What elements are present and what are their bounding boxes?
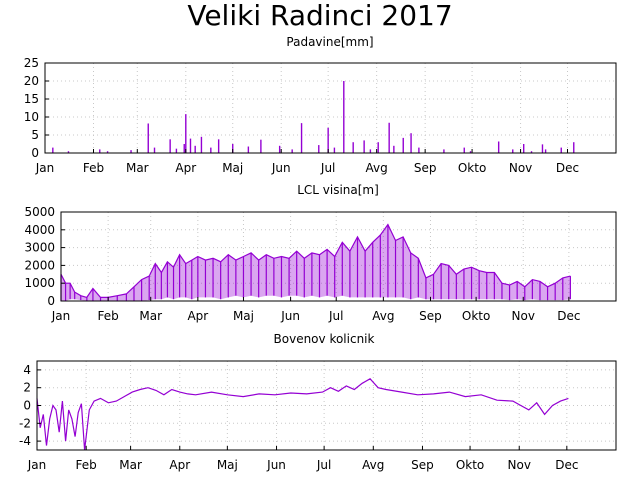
y-ticks-bowen: -4 -2 0 2 4 <box>19 363 41 448</box>
series-line-bowen <box>36 378 569 451</box>
chart-main-title: Veliki Radinci 2017 <box>187 0 453 32</box>
x-tick-label: Mar <box>126 161 149 175</box>
x-tick-label: Nov <box>508 458 531 472</box>
x-tick-label: Jun <box>280 309 300 323</box>
panel-title-bowen: Bovenov kolicnik <box>274 332 375 346</box>
x-tick-label: Maj <box>222 161 243 175</box>
x-tick-label: Okto <box>462 309 490 323</box>
x-ticks-lcl: Jan Feb Mar Apr Maj Jun Jul Avg Sep Okto Nov Dec <box>51 297 580 323</box>
x-tick-label: Jun <box>266 458 286 472</box>
y-tick-label: 0 <box>47 294 55 308</box>
y-tick-label: 15 <box>24 92 39 106</box>
panel-title-lcl: LCL visina[m] <box>297 183 379 197</box>
y-tick-label: 5 <box>31 128 39 142</box>
y-tick-label: 3000 <box>24 241 55 255</box>
x-tick-label: Avg <box>366 161 388 175</box>
x-tick-label: Jul <box>316 458 331 472</box>
x-tick-label: Apr <box>187 309 208 323</box>
y-tick-label: 4000 <box>24 223 55 237</box>
x-tick-label: Jun <box>271 161 291 175</box>
y-tick-label: 5000 <box>24 205 55 219</box>
x-tick-label: Jul <box>328 309 343 323</box>
panel-title-precipitation: Padavine[mm] <box>286 35 373 49</box>
x-tick-label: Maj <box>217 458 238 472</box>
x-tick-label: Jan <box>51 309 71 323</box>
grid-bowen <box>37 361 616 450</box>
x-tick-label: Mar <box>139 309 162 323</box>
panel-lcl: LCL visina[m] 0 1000 2000 3000 4000 5000 Jan F… <box>24 183 617 323</box>
series-line-lcl <box>60 223 571 299</box>
plot-frame-lcl <box>60 211 617 302</box>
y-ticks-lcl: 0 1000 2000 3000 4000 5000 <box>24 205 65 308</box>
grid-precipitation <box>45 62 616 154</box>
marks-bowen <box>36 378 569 451</box>
x-tick-label: Dec <box>556 161 579 175</box>
y-tick-label: 0 <box>23 399 31 413</box>
y-tick-label: 25 <box>24 56 39 70</box>
x-tick-label: Sep <box>414 161 437 175</box>
x-tick-label: Maj <box>233 309 254 323</box>
y-tick-label: -2 <box>19 416 31 430</box>
panel-bowen: Bovenov kolicnik -4 -2 0 2 4 Jan Feb Mar Apr Maj… <box>19 332 617 472</box>
x-tick-label: Jul <box>320 161 335 175</box>
x-tick-label: Okto <box>456 458 484 472</box>
y-tick-label: 10 <box>24 110 39 124</box>
x-tick-label: Feb <box>98 309 119 323</box>
y-tick-label: 0 <box>31 146 39 160</box>
y-tick-label: 2 <box>23 381 31 395</box>
x-ticks-precipitation: Jan Feb Mar Apr Maj Jun Jul Avg Sep Okto Nov Dec <box>35 149 579 175</box>
series-band-lcl <box>61 224 571 301</box>
marks-lcl <box>60 223 571 301</box>
x-tick-label: Mar <box>119 458 142 472</box>
x-tick-label: Dec <box>557 309 580 323</box>
x-tick-label: Sep <box>419 309 442 323</box>
x-tick-label: Dec <box>555 458 578 472</box>
x-tick-label: Jan <box>35 161 55 175</box>
y-tick-label: 20 <box>24 74 39 88</box>
x-tick-label: Avg <box>362 458 384 472</box>
x-tick-label: Sep <box>411 458 434 472</box>
y-tick-label: 4 <box>23 363 31 377</box>
x-tick-label: Jan <box>27 458 47 472</box>
x-tick-label: Okto <box>458 161 486 175</box>
y-ticks-precipitation: 0 5 10 15 20 25 <box>24 56 49 160</box>
x-tick-label: Apr <box>169 458 190 472</box>
x-tick-label: Feb <box>76 458 97 472</box>
x-tick-label: Apr <box>175 161 196 175</box>
plot-frame-precipitation <box>44 62 617 154</box>
x-tick-label: Nov <box>509 161 532 175</box>
x-tick-label: Feb <box>83 161 104 175</box>
x-ticks-bowen: Jan Feb Mar Apr Maj Jun Jul Avg Sep Okto Nov Dec <box>27 446 578 472</box>
x-tick-label: Avg <box>372 309 394 323</box>
y-tick-label: -4 <box>19 434 31 448</box>
x-tick-label: Nov <box>512 309 535 323</box>
y-tick-label: 1000 <box>24 276 55 290</box>
y-tick-label: 2000 <box>24 258 55 272</box>
